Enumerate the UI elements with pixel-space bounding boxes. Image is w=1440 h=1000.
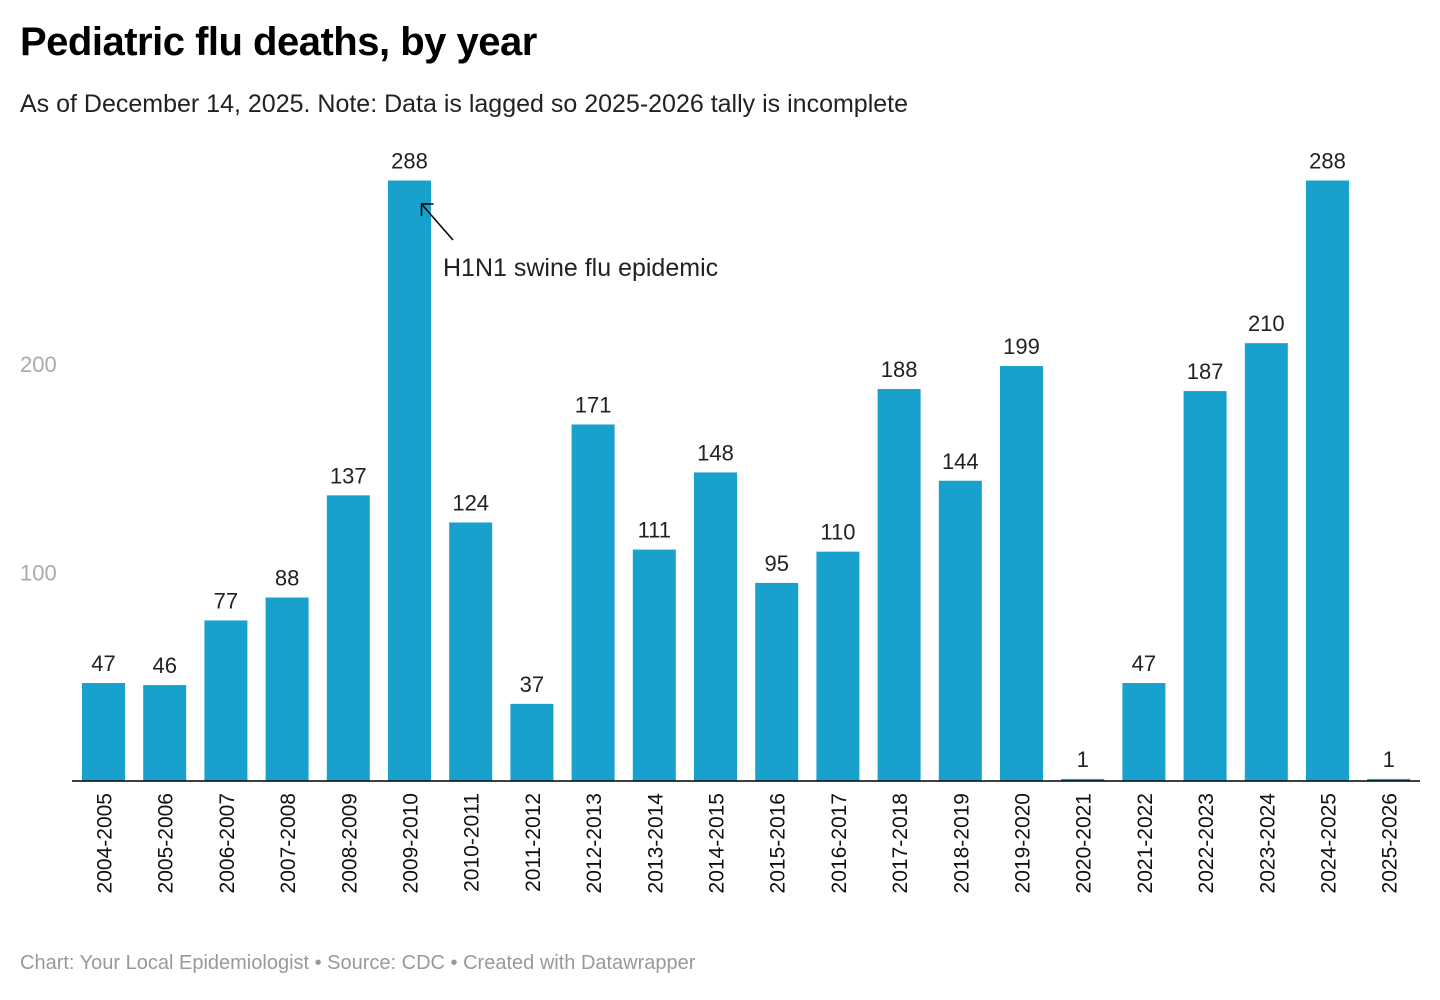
data-label: 187: [1187, 359, 1224, 384]
x-tick-label: 2012-2013: [583, 793, 606, 893]
bar: [326, 495, 370, 781]
bar: [877, 389, 921, 781]
data-label: 171: [575, 392, 612, 417]
data-label: 188: [881, 357, 918, 382]
x-tick-label: 2021-2022: [1134, 793, 1157, 893]
data-label: 77: [214, 588, 238, 613]
bar: [143, 685, 187, 781]
bar: [1122, 683, 1166, 781]
y-tick-label: 200: [20, 352, 57, 377]
x-tick-label: 2019-2020: [1012, 793, 1035, 893]
x-tick-label: 2006-2007: [216, 793, 239, 893]
data-label: 210: [1248, 311, 1285, 336]
data-label: 124: [452, 490, 489, 515]
x-tick-label: 2025-2026: [1379, 793, 1402, 893]
data-label: 111: [638, 518, 671, 543]
bar: [388, 180, 431, 781]
bar: [755, 582, 799, 781]
bar: [1183, 391, 1227, 781]
data-label: 199: [1003, 334, 1040, 359]
x-tick-label: 2024-2025: [1318, 793, 1341, 893]
x-tick-label: 2005-2006: [155, 793, 178, 893]
data-label: 110: [820, 520, 855, 545]
x-tick-label: 2015-2016: [767, 793, 790, 893]
x-tick-label: 2007-2008: [277, 793, 300, 893]
data-label: 137: [330, 463, 367, 488]
x-tick-label: 2020-2021: [1073, 793, 1096, 893]
x-tick-label: 2017-2018: [889, 793, 912, 893]
arrowhead-icon: [420, 203, 434, 216]
bar: [449, 522, 493, 781]
y-tick-label: 100: [20, 561, 57, 586]
x-tick-label: 2016-2017: [828, 793, 851, 893]
data-label: 37: [520, 672, 544, 697]
x-tick-label: 2010-2011: [461, 793, 484, 892]
x-tick-label: 2014-2015: [706, 793, 729, 893]
bar: [1061, 778, 1105, 781]
bar: [694, 472, 737, 781]
data-label: 47: [91, 651, 115, 676]
bar: [1244, 343, 1288, 781]
chart-subtitle: As of December 14, 2025. Note: Data is l…: [20, 90, 909, 118]
x-tick-label: 2009-2010: [400, 793, 423, 893]
annotation-label: H1N1 swine flu epidemic: [443, 254, 718, 282]
data-label: 47: [1132, 651, 1156, 676]
bar: [571, 424, 615, 781]
bar: [632, 549, 676, 781]
data-label: 95: [764, 551, 788, 576]
data-label: 148: [697, 440, 734, 465]
x-tick-label: 2013-2014: [644, 793, 667, 894]
data-label: 288: [1309, 149, 1346, 174]
data-label: 1: [1077, 747, 1089, 772]
bar: [82, 683, 125, 781]
x-tick-label: 2023-2024: [1256, 793, 1279, 894]
x-tick-label: 2018-2019: [950, 793, 973, 893]
bar: [938, 480, 982, 781]
chart-title: Pediatric flu deaths, by year: [20, 20, 537, 64]
bar: [265, 597, 309, 781]
data-label: 144: [942, 449, 979, 474]
data-label: 288: [391, 149, 428, 174]
bar: [816, 551, 860, 781]
data-label: 1: [1383, 747, 1395, 772]
chart-footer: Chart: Your Local Epidemiologist • Sourc…: [20, 952, 696, 974]
annotation-arrow: [420, 203, 454, 241]
x-tick-label: 2008-2009: [338, 793, 361, 893]
bar: [1367, 778, 1411, 781]
bar: [204, 620, 248, 781]
bar: [1000, 366, 1043, 781]
x-tick-label: 2011-2012: [522, 793, 545, 892]
bar: [1306, 180, 1349, 781]
x-tick-label: 2004-2005: [94, 793, 117, 893]
bar: [510, 703, 554, 781]
data-label: 46: [152, 653, 176, 678]
x-tick-label: 2022-2023: [1195, 793, 1218, 893]
data-label: 88: [275, 566, 299, 591]
